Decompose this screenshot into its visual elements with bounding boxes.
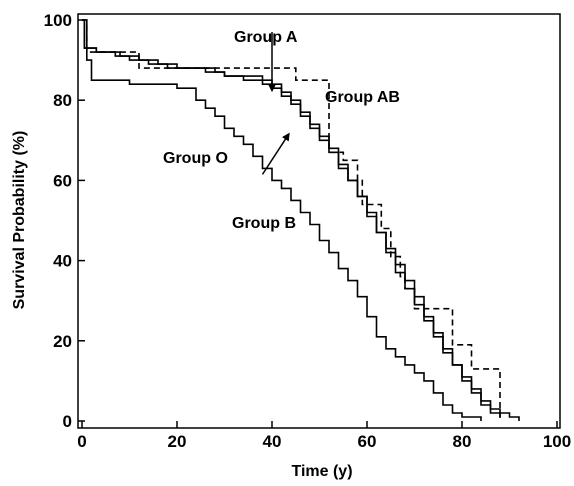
series-group-ab (82, 19, 501, 421)
plot-border (77, 13, 561, 429)
annotation-group-a: Group A (234, 29, 298, 46)
y-tick-label: 80 (53, 91, 72, 110)
plot-frame (77, 13, 561, 429)
y-tick-label: 100 (44, 11, 72, 30)
y-axis-label: Survival Probability (%) (11, 131, 28, 310)
annotation-group-b: Group B (232, 215, 296, 232)
series-group-a (82, 19, 501, 417)
y-tick-label: 20 (53, 332, 72, 351)
axis-ticks (78, 19, 558, 428)
y-tick-label: 60 (53, 171, 72, 190)
x-tick-label: 0 (77, 432, 86, 451)
series-lines (82, 19, 520, 421)
x-tick-label: 60 (358, 432, 377, 451)
x-tick-label: 40 (263, 432, 282, 451)
x-tick-label: 20 (168, 432, 187, 451)
x-tick-label: 80 (453, 432, 472, 451)
x-tick-label: 100 (543, 432, 571, 451)
annotation-group-ab: Group AB (325, 89, 400, 106)
x-axis-label: Time (y) (291, 463, 352, 480)
annotation-arrows (261, 32, 290, 175)
annotation-arrow-2 (261, 132, 290, 175)
annotation-group-o: Group O (163, 150, 228, 167)
y-tick-label: 40 (53, 252, 72, 271)
series-group-o (82, 19, 520, 421)
series-group-b (82, 19, 482, 421)
y-tick-label: 0 (63, 412, 72, 431)
tick-labels: 0 20 40 60 80 100 0 20 40 60 80 100 (44, 11, 572, 451)
